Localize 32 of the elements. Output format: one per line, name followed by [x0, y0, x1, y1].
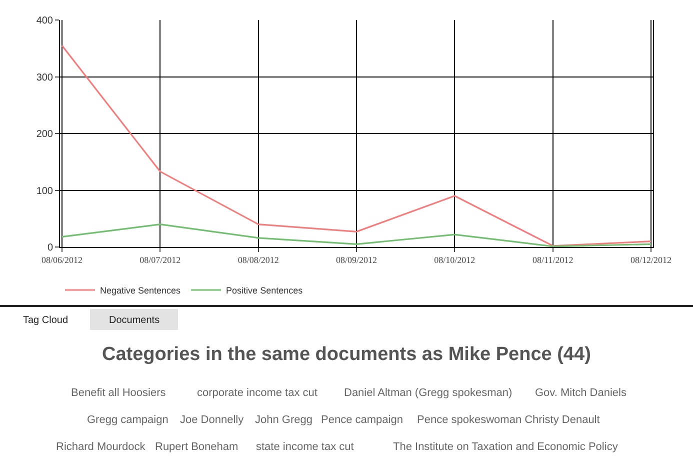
x-tick-label: 08/06/2012 — [41, 254, 82, 265]
text: Gov. Mitch Daniels — [535, 387, 627, 399]
text: Tag Cloud — [23, 315, 68, 326]
x-tick-label: 08/09/2012 — [336, 254, 378, 265]
x-tick-label: 08/10/2012 — [434, 254, 476, 265]
legend-label: Positive Sentences — [226, 286, 304, 296]
text: Categories in the same documents as Mike Pence (44) — [102, 344, 591, 365]
text: Daniel Altman (Gregg spokesman) — [344, 387, 512, 399]
text: Richard Mourdock — [56, 441, 146, 453]
text: Pence campaign — [321, 414, 403, 426]
y-tick-label: 400 — [36, 16, 54, 26]
x-tick-label: 08/11/2012 — [532, 254, 574, 265]
text: Pence spokeswoman Christy Denault — [417, 414, 600, 426]
y-tick-label: 0 — [47, 242, 54, 254]
text: John Gregg — [255, 414, 312, 426]
text: Documents — [109, 315, 160, 326]
x-tick-label: 08/12/2012 — [630, 254, 672, 265]
text: state income tax cut — [256, 441, 354, 453]
text: Benefit all Hoosiers — [71, 387, 166, 399]
text: The Institute on Taxation and Economic Policy — [393, 441, 618, 453]
text: corporate income tax cut — [197, 387, 318, 399]
x-tick-label: 08/07/2012 — [140, 254, 181, 265]
y-tick-label: 300 — [36, 72, 54, 84]
y-tick-label: 100 — [36, 186, 54, 197]
legend-label: Negative Sentences — [100, 286, 182, 296]
y-tick-label: 200 — [36, 129, 54, 140]
text: Gregg campaign — [87, 414, 168, 426]
line-series — [61, 224, 652, 247]
text: Joe Donnelly — [180, 414, 244, 426]
text: Rupert Boneham — [155, 441, 238, 453]
x-tick-label: 08/08/2012 — [238, 254, 279, 265]
line-series — [61, 44, 652, 247]
